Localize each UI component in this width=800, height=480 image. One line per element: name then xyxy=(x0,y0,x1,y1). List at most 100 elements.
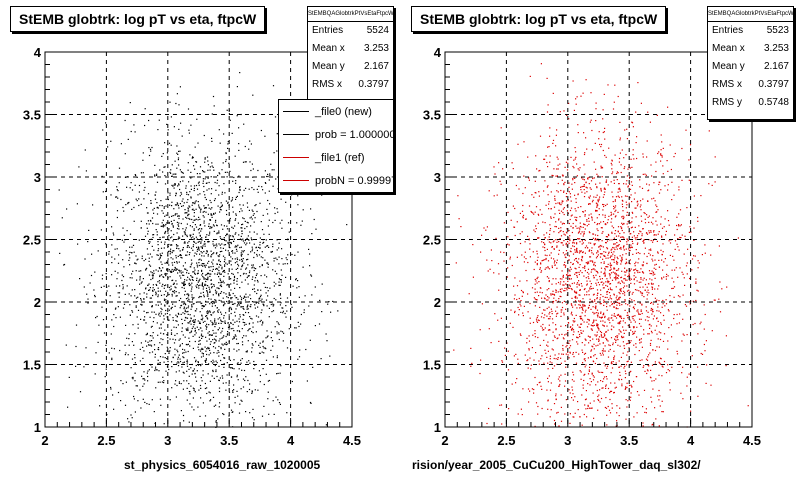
scatter-point xyxy=(259,298,261,300)
scatter-point xyxy=(642,425,644,427)
scatter-point xyxy=(163,285,166,287)
scatter-point xyxy=(592,306,594,308)
scatter-point xyxy=(233,368,235,370)
scatter-point xyxy=(543,242,545,244)
scatter-point xyxy=(704,244,706,246)
scatter-point xyxy=(227,242,229,244)
scatter-point xyxy=(208,338,210,340)
scatter-point xyxy=(187,343,189,345)
scatter-point xyxy=(562,222,564,224)
scatter-point xyxy=(320,358,322,360)
scatter-point xyxy=(596,239,598,241)
scatter-point xyxy=(616,412,618,414)
scatter-point xyxy=(236,258,239,261)
scatter-point xyxy=(276,357,278,359)
scatter-point xyxy=(214,221,217,223)
scatter-point xyxy=(252,326,254,328)
scatter-point xyxy=(217,174,219,177)
scatter-point xyxy=(134,380,136,382)
scatter-point xyxy=(588,197,591,199)
scatter-point xyxy=(192,244,195,246)
scatter-point xyxy=(569,392,571,394)
scatter-point xyxy=(230,260,232,262)
scatter-point xyxy=(614,243,616,245)
scatter-point xyxy=(240,255,243,257)
scatter-point xyxy=(185,187,187,189)
scatter-point xyxy=(678,361,680,363)
scatter-point xyxy=(273,257,275,259)
scatter-point xyxy=(108,285,110,287)
scatter-point xyxy=(194,224,196,226)
scatter-point xyxy=(573,109,575,111)
scatter-point xyxy=(219,263,221,266)
scatter-point xyxy=(574,291,576,293)
scatter-point xyxy=(598,223,601,225)
scatter-point xyxy=(258,352,261,354)
scatter-point xyxy=(619,190,621,192)
scatter-point xyxy=(704,350,706,352)
scatter-point xyxy=(232,292,234,295)
scatter-point xyxy=(210,208,212,210)
scatter-point xyxy=(242,161,245,163)
scatter-point xyxy=(581,394,583,396)
scatter-point xyxy=(686,334,688,336)
scatter-point xyxy=(609,283,611,285)
scatter-point xyxy=(198,262,200,264)
scatter-point xyxy=(279,284,281,286)
scatter-point xyxy=(612,227,615,229)
scatter-point xyxy=(220,319,222,321)
scatter-point xyxy=(234,219,236,221)
scatter-point xyxy=(216,232,218,234)
scatter-point xyxy=(178,381,180,383)
scatter-point xyxy=(581,285,583,287)
scatter-point xyxy=(176,232,178,234)
scatter-point xyxy=(199,322,201,325)
scatter-point xyxy=(225,235,227,237)
scatter-point xyxy=(651,301,653,304)
scatter-point xyxy=(186,234,188,236)
scatter-point xyxy=(221,268,223,270)
scatter-point xyxy=(661,400,663,402)
scatter-point xyxy=(181,274,184,276)
scatter-point xyxy=(170,244,172,246)
scatter-point xyxy=(553,216,555,219)
scatter-point xyxy=(527,311,529,313)
scatter-point xyxy=(580,250,582,252)
scatter-point xyxy=(94,294,96,297)
scatter-point xyxy=(669,144,671,146)
scatter-point xyxy=(163,382,165,384)
scatter-point xyxy=(579,216,581,218)
scatter-point xyxy=(197,320,199,322)
scatter-point xyxy=(547,185,549,187)
scatter-point xyxy=(291,253,293,256)
scatter-point xyxy=(618,187,621,189)
scatter-point xyxy=(265,359,268,361)
scatter-point xyxy=(599,278,601,280)
scatter-point xyxy=(204,387,206,390)
scatter-point xyxy=(569,287,571,289)
scatter-point xyxy=(187,295,190,297)
scatter-point xyxy=(660,322,662,324)
scatter-point xyxy=(595,270,597,272)
scatter-point xyxy=(606,293,608,295)
scatter-point xyxy=(210,341,212,343)
scatter-point xyxy=(607,288,610,290)
scatter-point xyxy=(200,246,202,248)
scatter-point xyxy=(117,306,119,308)
scatter-point xyxy=(315,228,317,230)
scatter-point xyxy=(249,161,251,163)
scatter-point xyxy=(200,241,202,243)
scatter-point xyxy=(583,179,585,181)
scatter-point xyxy=(187,199,189,201)
scatter-point xyxy=(189,235,191,237)
scatter-point xyxy=(547,381,549,383)
scatter-point xyxy=(122,286,124,288)
scatter-point xyxy=(186,365,189,367)
scatter-point xyxy=(606,303,608,305)
scatter-point xyxy=(267,335,269,337)
scatter-point xyxy=(156,174,158,176)
scatter-point xyxy=(210,214,212,216)
scatter-point xyxy=(113,408,115,410)
scatter-point xyxy=(182,356,184,358)
scatter-point xyxy=(192,320,194,322)
